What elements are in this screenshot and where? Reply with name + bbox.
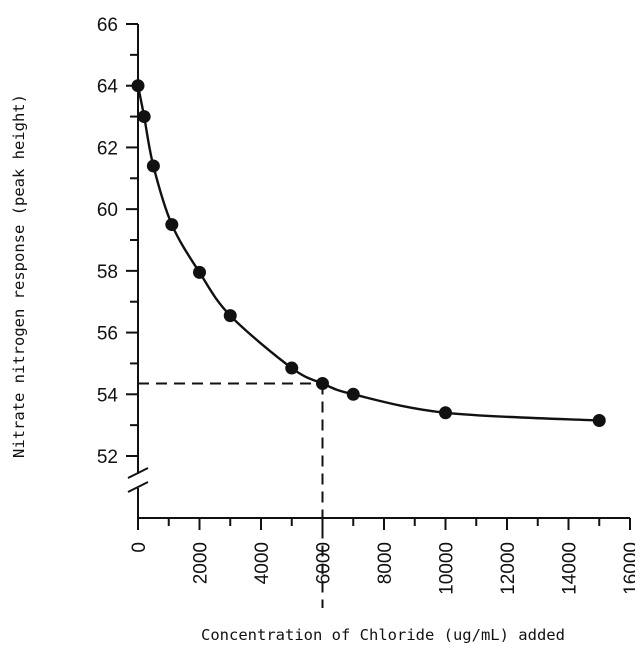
data-points [131,79,606,428]
data-point [285,361,299,375]
x-tick-label: 10000 [437,542,458,595]
x-tick-label: 0 [129,542,150,553]
y-axis-title: Nitrate nitrogen response (peak height) [10,94,28,458]
reference-lines [138,382,324,608]
y-tick-label: 62 [97,138,118,159]
data-point [346,387,360,401]
y-axis-break-mark [127,467,149,479]
data-point [131,79,145,93]
y-axis-break-mark [127,481,149,493]
tick-labels: 52 54 56 58 60 62 64 66 0 2000 4000 6000 8000 10000 12… [97,15,635,595]
x-tick-label: 8000 [375,542,396,584]
fit-curve [136,85,600,422]
data-point [193,265,206,279]
data-point [165,218,179,232]
y-tick-label: 52 [97,447,118,468]
data-point [439,406,452,420]
y-tick-label: 56 [97,324,118,345]
y-tick-label: 64 [97,77,119,98]
data-point [592,414,606,428]
y-tick-label: 66 [97,15,118,36]
x-tick-label: 14000 [560,542,581,595]
x-axis-title: Concentration of Chloride (ug/mL) added [201,626,565,644]
x-tick-label: 16000 [621,542,635,595]
data-point [316,376,329,390]
data-point [137,110,151,124]
y-tick-label: 58 [97,262,118,283]
axes [126,23,631,530]
y-tick-label: 54 [97,385,119,406]
y-tick-label: 60 [97,200,118,221]
fit-curve-path [136,85,600,422]
x-tick-label: 12000 [498,542,519,595]
data-point [223,309,237,323]
x-tick-label: 2000 [191,542,212,584]
data-point [146,159,160,173]
x-tick-label: 4000 [252,542,273,584]
x-tick-label: 6000 [314,542,335,584]
